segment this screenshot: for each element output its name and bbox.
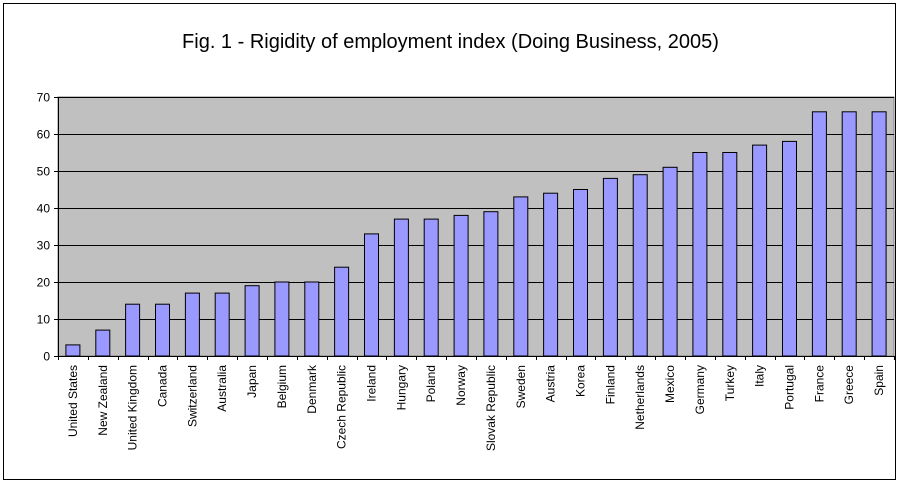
x-category-label: Norway (454, 365, 468, 406)
y-tick-label: 20 (37, 276, 51, 290)
x-category-label: Belgium (275, 365, 289, 408)
x-category-label: Poland (424, 365, 438, 402)
bar (782, 140, 797, 357)
x-category-label: Czech Republic (335, 365, 349, 449)
x-category-label: United Kingdom (126, 365, 140, 450)
x-category-label: Germany (693, 365, 707, 414)
bar (184, 292, 200, 357)
bar (304, 281, 320, 357)
x-category-label: Canada (156, 365, 170, 407)
plot-area (57, 96, 895, 357)
y-tick-label: 30 (37, 239, 51, 253)
chart-title: Fig. 1 - Rigidity of employment index (D… (182, 31, 719, 53)
x-category-label: Japan (245, 365, 259, 398)
x-category-label: France (812, 365, 826, 403)
bar (155, 303, 170, 357)
bar (423, 218, 439, 357)
x-category-label: New Zealand (96, 365, 110, 436)
bar (274, 281, 290, 357)
bar (513, 196, 529, 357)
bar (483, 211, 499, 357)
bar (662, 166, 678, 357)
x-category-label: Hungary (394, 365, 408, 410)
x-category-label: United States (66, 365, 80, 437)
bar (602, 177, 618, 357)
bar (334, 266, 350, 357)
bar (543, 192, 559, 357)
bar (841, 111, 857, 357)
x-category-label: Finland (603, 365, 617, 404)
bar (244, 285, 260, 357)
x-category-label: Sweden (514, 365, 528, 408)
y-tick-label: 0 (43, 350, 50, 364)
bar (722, 152, 738, 357)
y-tick-label: 60 (37, 128, 51, 142)
bar (453, 214, 469, 357)
bar (65, 344, 81, 357)
x-category-label: Turkey (723, 365, 737, 401)
x-category-label: Denmark (305, 364, 319, 414)
x-category-label: Austria (544, 365, 558, 403)
bar (692, 152, 708, 357)
y-tick-label: 50 (37, 165, 51, 179)
y-tick-label: 40 (37, 202, 51, 216)
x-category-label: Korea (574, 365, 588, 397)
bar (393, 218, 409, 357)
bar (632, 174, 648, 357)
x-category-label: Ireland (365, 365, 379, 402)
y-tick-label: 70 (37, 91, 51, 105)
x-category-label: Mexico (663, 365, 677, 403)
x-category-label: Portugal (783, 365, 797, 410)
x-category-label: Spain (872, 365, 886, 396)
bar (573, 189, 588, 357)
x-category-label: Netherlands (633, 365, 647, 430)
bar (125, 303, 141, 357)
x-category-label: Greece (842, 365, 856, 405)
bar (871, 111, 887, 357)
y-tick-label: 10 (37, 313, 51, 327)
x-category-label: Slovak Republic (484, 365, 498, 451)
bar (364, 233, 379, 357)
bar (811, 111, 827, 357)
bar (214, 292, 230, 357)
x-category-label: Australia (215, 365, 229, 412)
x-category-label: Italy (753, 365, 767, 387)
bar (752, 144, 768, 357)
bar (95, 329, 111, 357)
x-category-label: Switzerland (185, 365, 199, 427)
